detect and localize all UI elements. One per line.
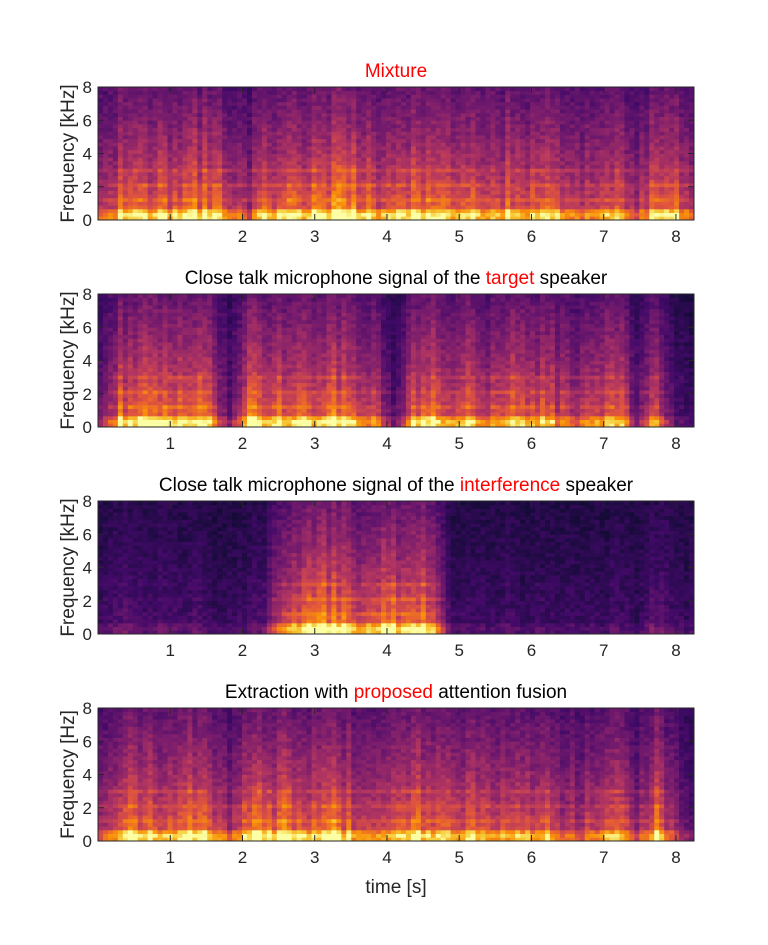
spectrogram-image — [98, 87, 695, 221]
y-tick-label: 0 — [83, 211, 92, 230]
y-tick-label: 8 — [83, 285, 92, 304]
y-tick-label: 0 — [83, 832, 92, 851]
x-tick-label: 7 — [599, 227, 608, 246]
title-highlight: target — [486, 268, 535, 289]
y-tick-label: 4 — [83, 766, 92, 785]
title-text: Extraction with — [225, 682, 354, 703]
x-tick-label: 3 — [310, 641, 319, 660]
x-tick-label: 6 — [527, 227, 536, 246]
y-tick-label: 6 — [83, 732, 92, 751]
y-tick-label: 6 — [83, 111, 92, 130]
x-tick-label: 3 — [310, 227, 319, 246]
x-tick-label: 1 — [166, 227, 175, 246]
y-axis-label: Frequency [kHz] — [58, 498, 79, 636]
spectrogram-image — [98, 708, 695, 842]
x-tick-label: 2 — [238, 227, 247, 246]
x-tick-label: 8 — [671, 848, 680, 867]
title-text: speaker — [534, 268, 608, 289]
x-tick-label: 7 — [599, 848, 608, 867]
x-tick-label: 7 — [599, 434, 608, 453]
x-tick-label: 2 — [238, 434, 247, 453]
chart-title: Mixture — [365, 61, 427, 82]
x-tick-label: 6 — [527, 641, 536, 660]
y-tick-label: 6 — [83, 318, 92, 337]
spectrogram-image — [98, 294, 695, 428]
x-tick-label: 6 — [527, 848, 536, 867]
y-tick-label: 4 — [83, 145, 92, 164]
x-tick-label: 1 — [166, 434, 175, 453]
y-tick-label: 2 — [83, 799, 92, 818]
chart-title: Close talk microphone signal of the inte… — [159, 475, 634, 496]
x-tick-label: 7 — [599, 641, 608, 660]
x-tick-label: 1 — [166, 848, 175, 867]
x-tick-label: 4 — [382, 848, 391, 867]
title-text: attention fusion — [433, 682, 567, 703]
y-tick-label: 2 — [83, 178, 92, 197]
y-tick-label: 2 — [83, 592, 92, 611]
title-highlight: proposed — [354, 682, 433, 703]
y-axis-label: Frequency [kHz] — [58, 84, 79, 222]
title-text: Close talk microphone signal of the — [159, 475, 460, 496]
title-text: speaker — [560, 475, 634, 496]
chart-title: Extraction with proposed attention fusio… — [225, 682, 567, 703]
y-tick-label: 6 — [83, 525, 92, 544]
x-tick-label: 8 — [671, 434, 680, 453]
title-highlight: Mixture — [365, 61, 427, 82]
y-tick-label: 0 — [83, 625, 92, 644]
x-tick-label: 5 — [454, 848, 463, 867]
spectrogram-image — [98, 501, 695, 635]
y-tick-label: 8 — [83, 78, 92, 97]
x-tick-label: 8 — [671, 227, 680, 246]
x-tick-label: 2 — [238, 848, 247, 867]
x-tick-label: 5 — [454, 227, 463, 246]
x-tick-label: 6 — [527, 434, 536, 453]
y-tick-label: 4 — [83, 352, 92, 371]
y-axis-label: Frequency [kHz] — [58, 291, 79, 429]
x-tick-label: 4 — [382, 641, 391, 660]
x-tick-label: 8 — [671, 641, 680, 660]
x-tick-label: 1 — [166, 641, 175, 660]
x-tick-label: 4 — [382, 227, 391, 246]
x-tick-label: 4 — [382, 434, 391, 453]
x-tick-label: 2 — [238, 641, 247, 660]
x-tick-label: 5 — [454, 641, 463, 660]
y-tick-label: 4 — [83, 559, 92, 578]
x-tick-label: 3 — [310, 434, 319, 453]
y-tick-label: 2 — [83, 385, 92, 404]
y-axis-label: Frequency [Hz] — [58, 710, 79, 839]
y-tick-label: 8 — [83, 492, 92, 511]
x-axis-label: time [s] — [365, 877, 426, 898]
x-tick-label: 3 — [310, 848, 319, 867]
title-highlight: interference — [460, 475, 560, 496]
y-tick-label: 0 — [83, 418, 92, 437]
title-text: Close talk microphone signal of the — [185, 268, 486, 289]
x-tick-label: 5 — [454, 434, 463, 453]
chart-title: Close talk microphone signal of the targ… — [185, 268, 608, 289]
y-tick-label: 8 — [83, 699, 92, 718]
